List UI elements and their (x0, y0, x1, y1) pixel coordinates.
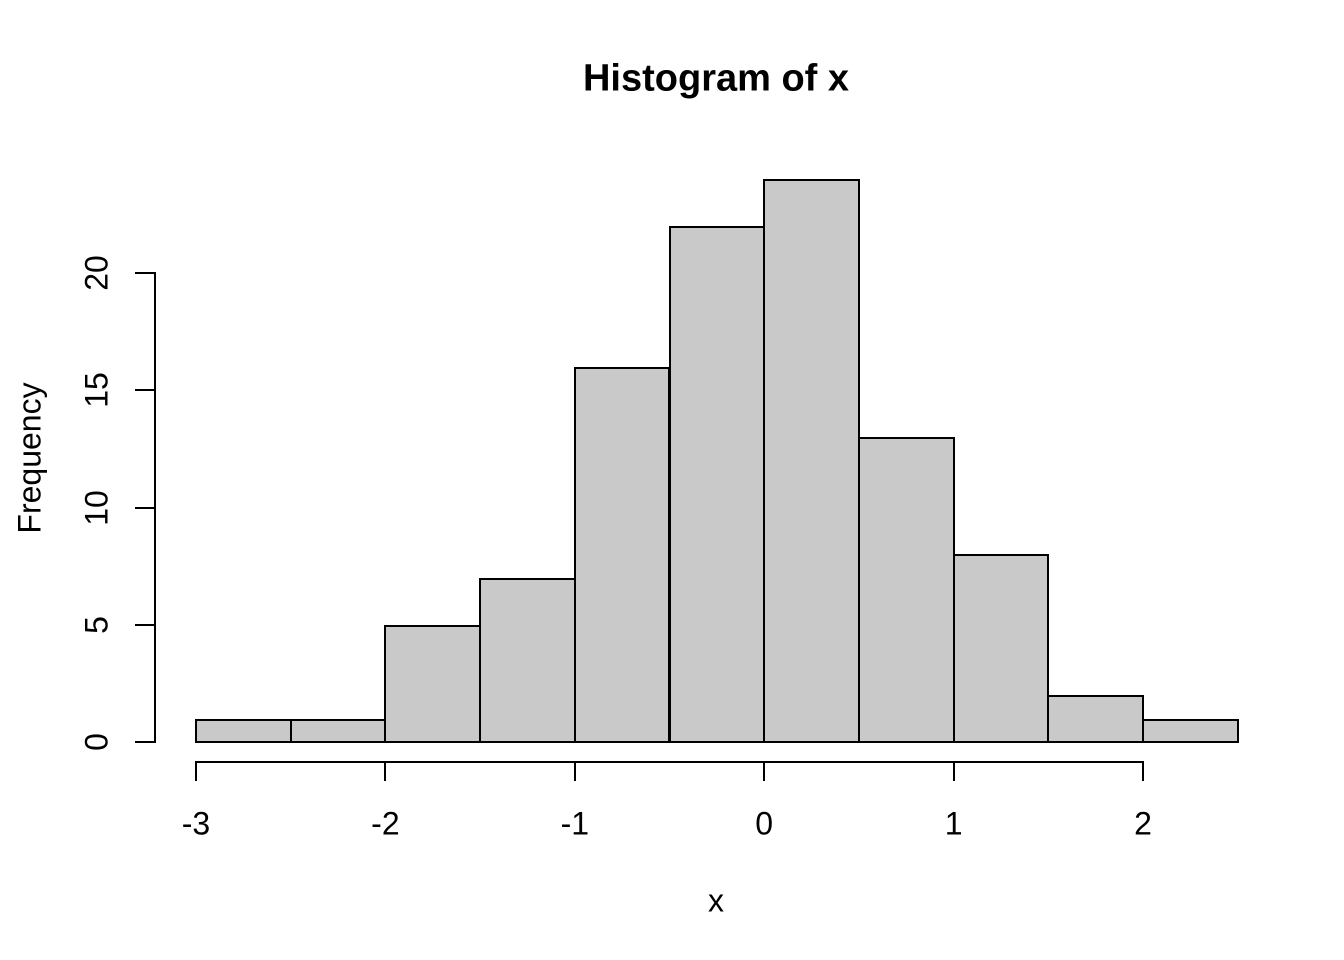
y-tick-label: 20 (78, 255, 115, 291)
y-tick-label: 5 (78, 615, 115, 634)
y-axis-tick (135, 389, 155, 392)
y-axis-tick (135, 741, 155, 743)
x-tick-label: 2 (1134, 805, 1152, 842)
y-tick-label: 15 (78, 372, 115, 409)
x-axis-tick (195, 761, 197, 781)
x-tick-label: 1 (944, 805, 963, 842)
y-axis-label: Frequency (11, 382, 48, 534)
x-axis-tick (952, 761, 955, 781)
histogram-bar (479, 577, 576, 743)
x-tick-label: -3 (181, 805, 211, 842)
x-axis-tick (1142, 761, 1144, 781)
x-axis-tick (384, 761, 387, 781)
histogram-bar (952, 554, 1050, 743)
histogram-bar (857, 437, 955, 743)
histogram-bar (289, 718, 387, 743)
chart-title: Histogram of x (582, 57, 850, 100)
x-axis-label: x (708, 882, 724, 919)
x-tick-label: -2 (371, 805, 400, 842)
x-axis-tick (573, 761, 576, 781)
histogram-bar (573, 366, 671, 743)
histogram-bar (195, 718, 292, 743)
histogram-bar (763, 179, 860, 743)
y-tick-label: 0 (78, 733, 115, 751)
histogram-bar (384, 624, 482, 743)
histogram-bar (1047, 695, 1144, 743)
histogram-bar (668, 226, 766, 743)
x-axis-line (195, 761, 1144, 763)
y-axis-tick (135, 623, 155, 626)
y-axis-tick (135, 506, 155, 509)
histogram-bar (1142, 718, 1239, 743)
y-axis-line (154, 272, 156, 743)
y-axis-tick (135, 272, 155, 274)
x-tick-label: 0 (755, 805, 774, 842)
x-axis-tick (763, 761, 766, 781)
x-tick-label: -1 (560, 805, 590, 842)
y-tick-label: 10 (78, 489, 115, 526)
